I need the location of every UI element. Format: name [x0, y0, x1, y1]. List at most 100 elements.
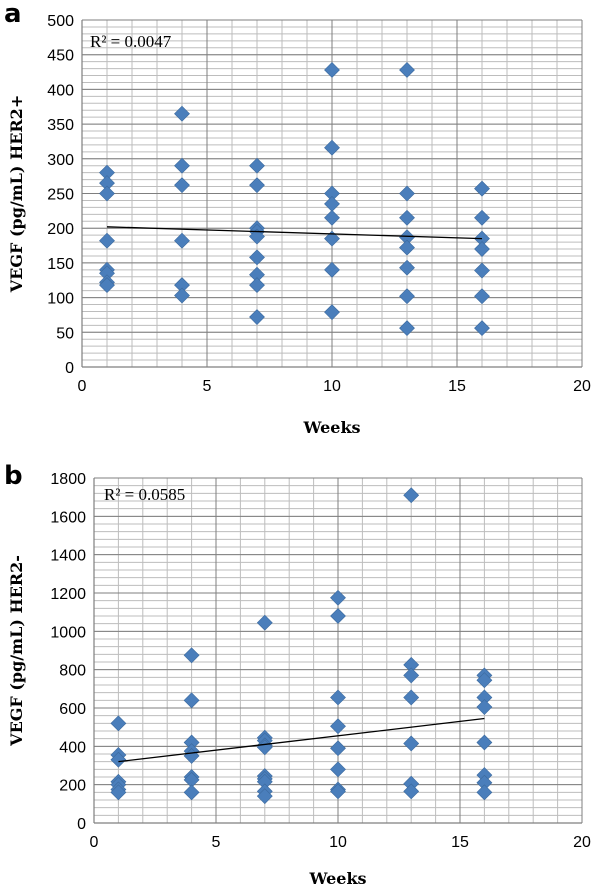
chart-panel-b: 0 200 400 600 800 1000 1200 1400 1600 1800 0 5 10 15 2… — [4, 461, 591, 888]
panel-label: a — [4, 0, 22, 29]
r-squared-annotation: R² = 0.0585 — [104, 485, 185, 504]
data-point — [330, 740, 346, 757]
data-point — [399, 62, 415, 78]
data-point — [474, 180, 490, 197]
y-tick-label: 1800 — [50, 471, 86, 488]
data-point — [183, 647, 200, 664]
data-point — [99, 185, 115, 202]
data-point — [403, 667, 420, 684]
x-axis-title: Weeks — [302, 418, 360, 437]
data-point — [330, 761, 346, 778]
chart-panel-a: 0 50 100 150 200 250 300 350 400 450 500 0 5 10 15 20 We… — [4, 0, 591, 437]
data-point — [324, 261, 340, 278]
data-point — [330, 718, 346, 735]
y-tick-label: 0 — [65, 360, 74, 377]
x-tick-label: 10 — [329, 834, 347, 851]
y-tick-label: 400 — [47, 82, 74, 99]
y-tick-label: 100 — [47, 291, 74, 308]
x-tick-label: 15 — [448, 378, 466, 395]
y-axis-title: VEGF (pg/mL) HER2- — [7, 555, 26, 747]
data-point — [324, 230, 340, 247]
panel-label: b — [4, 461, 23, 491]
x-axis-title: Weeks — [308, 869, 366, 888]
data-point — [403, 689, 420, 706]
data-point — [399, 185, 415, 202]
data-point — [174, 157, 190, 174]
data-point — [249, 309, 265, 325]
data-point — [324, 304, 340, 321]
y-tick-label: 500 — [47, 13, 74, 30]
data-point — [330, 689, 346, 706]
data-series — [110, 487, 493, 805]
y-tick-label: 450 — [47, 48, 74, 65]
data-point — [403, 783, 420, 800]
data-point — [399, 239, 415, 256]
y-tick-label: 0 — [77, 816, 86, 833]
data-point — [249, 157, 265, 174]
data-point — [183, 692, 200, 709]
r-squared-annotation: R² = 0.0047 — [90, 32, 172, 51]
data-point — [249, 228, 265, 245]
data-point — [330, 783, 346, 800]
y-tick-label: 350 — [47, 117, 74, 134]
y-tick-label: 50 — [56, 325, 74, 342]
x-tick-label: 0 — [78, 378, 87, 395]
y-tick-label: 300 — [47, 152, 74, 169]
y-tick-label: 400 — [59, 739, 86, 756]
data-point — [474, 262, 490, 279]
y-tick-label: 200 — [59, 778, 86, 795]
data-point — [474, 241, 490, 257]
data-point — [474, 209, 490, 226]
data-point — [110, 784, 127, 801]
data-point — [249, 277, 265, 294]
data-point — [476, 699, 493, 715]
x-tick-label: 20 — [573, 834, 591, 851]
y-axis-title: VEGF (pg/mL) HER2+ — [7, 95, 26, 293]
x-tick-label: 20 — [573, 378, 591, 395]
data-point — [403, 735, 420, 752]
data-point — [324, 209, 340, 226]
data-point — [476, 784, 493, 801]
data-point — [399, 320, 415, 337]
data-point — [324, 62, 340, 78]
data-point — [110, 751, 127, 768]
data-point — [330, 608, 346, 624]
data-point — [330, 589, 346, 606]
data-point — [99, 277, 115, 294]
data-point — [399, 209, 415, 226]
data-point — [256, 614, 273, 631]
trendline — [118, 717, 485, 763]
data-point — [399, 288, 415, 305]
data-point — [249, 249, 265, 266]
y-tick-label: 1000 — [50, 624, 86, 641]
data-point — [256, 788, 273, 805]
data-point — [399, 259, 415, 276]
x-tick-label: 5 — [203, 378, 212, 395]
data-point — [183, 784, 200, 801]
x-tick-label: 10 — [323, 378, 341, 395]
data-point — [249, 177, 265, 194]
y-tick-label: 250 — [47, 187, 74, 204]
data-point — [99, 232, 115, 249]
gridlines — [93, 477, 583, 824]
data-point — [476, 672, 493, 689]
data-point — [174, 287, 190, 304]
y-tick-label: 150 — [47, 256, 74, 273]
data-point — [174, 232, 190, 249]
data-point — [474, 320, 490, 337]
data-point — [474, 288, 490, 305]
x-tick-label: 15 — [451, 834, 469, 851]
trendline — [106, 226, 483, 240]
data-point — [174, 105, 190, 122]
y-tick-label: 600 — [59, 701, 86, 718]
data-point — [324, 139, 340, 156]
y-tick-label: 800 — [59, 663, 86, 680]
y-tick-label: 1600 — [50, 509, 86, 526]
data-point — [174, 177, 190, 194]
y-tick-label: 1200 — [50, 586, 86, 603]
data-point — [403, 487, 420, 504]
x-tick-label: 5 — [212, 834, 221, 851]
y-tick-label: 1400 — [50, 548, 86, 565]
y-tick-label: 200 — [47, 221, 74, 238]
